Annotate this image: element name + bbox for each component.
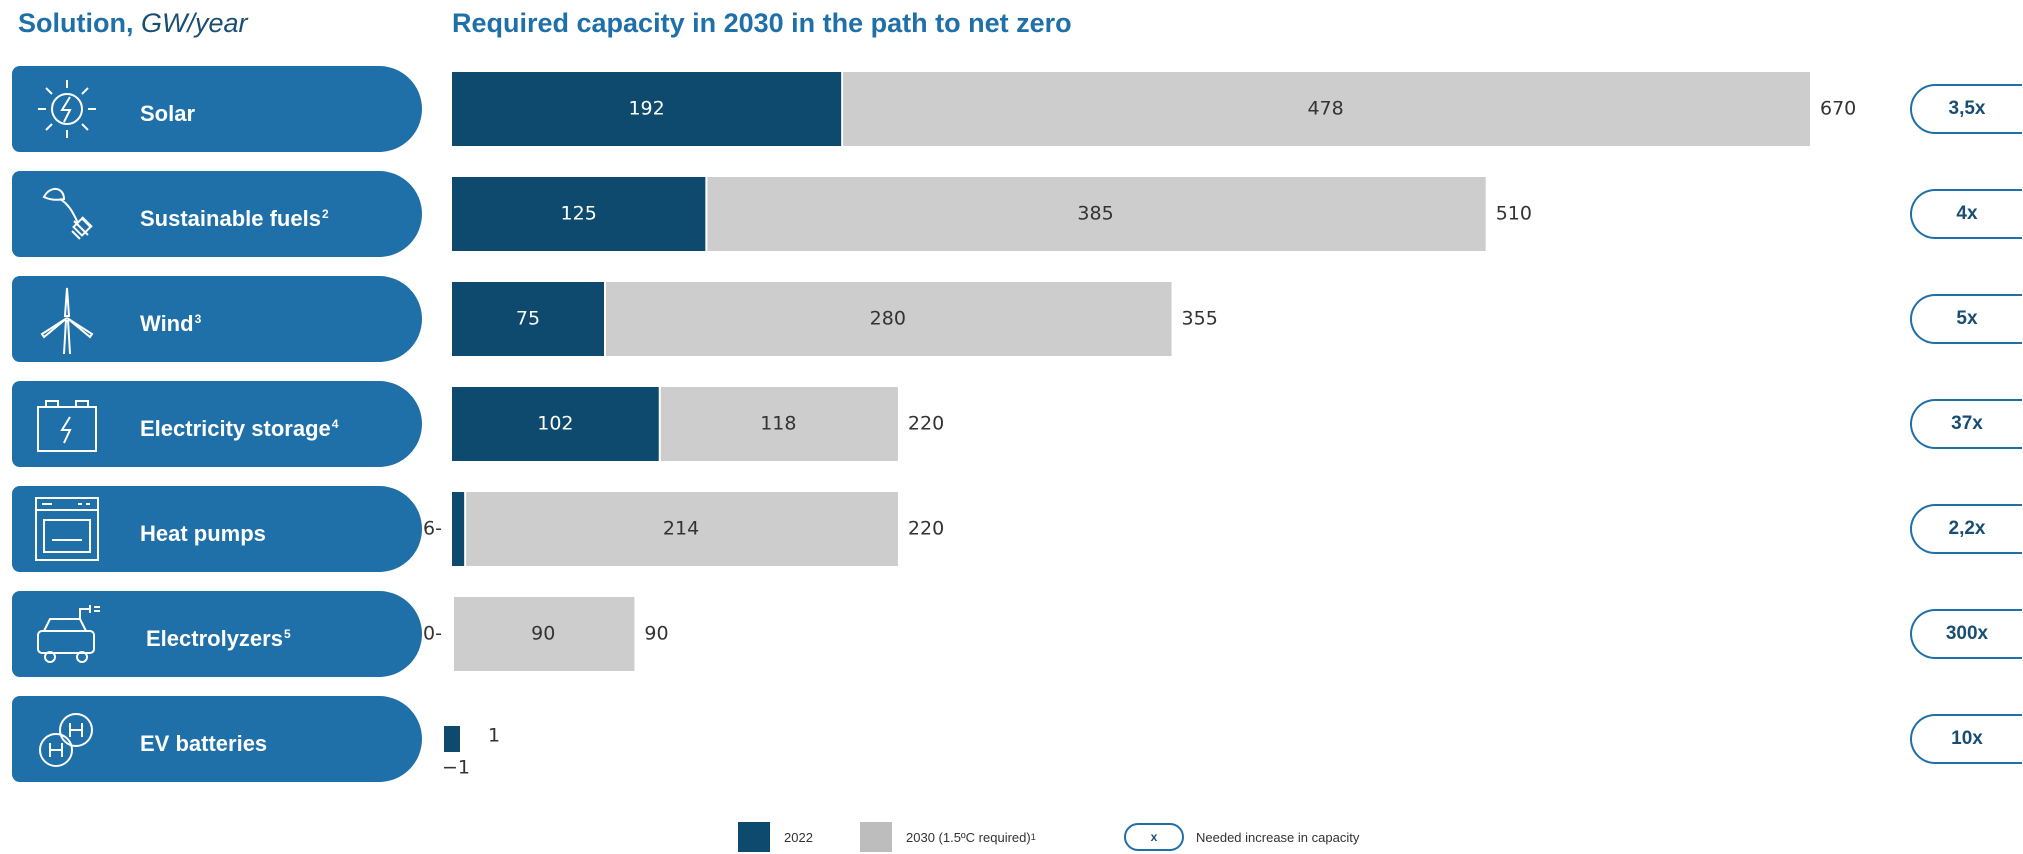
legend-footnote: 1 <box>1030 832 1036 842</box>
pill-electrolyzers: Electrolyzers5 <box>12 591 422 677</box>
pill-sustainable-fuels: Sustainable fuels2 <box>12 171 422 257</box>
data-label-2030: 118 <box>760 413 796 435</box>
total-label: 510 <box>1496 203 1532 225</box>
pill-heat-pumps: Heat pumps <box>12 486 422 572</box>
total-label: 355 <box>1182 308 1218 330</box>
bar-2022 <box>444 726 460 752</box>
multiplier-badge: 10x <box>1910 714 2022 764</box>
pill-ev-batteries: EV batteries <box>12 696 422 782</box>
total-label: 670 <box>1820 98 1856 120</box>
total-label: 220 <box>908 413 944 435</box>
chart-title: Required capacity in 2030 in the path to… <box>452 8 1072 38</box>
pill-footnote: 4 <box>331 417 339 431</box>
pill-label: Wind <box>140 311 194 336</box>
solution-header: Solution, GW/year <box>18 8 248 39</box>
bar-2022 <box>452 387 659 461</box>
data-label-2022: 102 <box>537 413 573 435</box>
data-label-2022: 192 <box>628 98 664 120</box>
bar-2030 <box>466 492 898 566</box>
pill-label: Sustainable fuels <box>140 206 321 231</box>
bar-2030 <box>707 177 1486 251</box>
battery-icon <box>37 400 97 452</box>
heat-pump-icon <box>35 497 99 561</box>
data-label-2022: 125 <box>561 203 597 225</box>
wind-turbine-icon <box>40 287 94 355</box>
pill-label: Heat pumps <box>140 521 266 546</box>
legend-item-2030: 2030 (1.5ºC required) 1 <box>860 822 1036 852</box>
multiplier-badge: 5x <box>1910 294 2022 344</box>
plant-plug-icon <box>42 188 93 240</box>
bar-2030 <box>843 72 1810 146</box>
data-label-2030: 280 <box>870 308 906 330</box>
legend-item-increase: x Needed increase in capacity <box>1124 822 1359 852</box>
multiplier-badge: 2,2x <box>1910 504 2022 554</box>
pill-label: Electrolyzers <box>146 626 283 651</box>
legend-item-2022: 2022 <box>738 822 813 852</box>
multiplier-badge: 37x <box>1910 399 2022 449</box>
bar-2022 <box>452 72 842 146</box>
total-label: 1 <box>488 725 500 747</box>
data-label-2030: 214 <box>663 518 699 540</box>
solution-unit: GW/year <box>141 8 248 38</box>
legend-swatch-2022 <box>738 822 770 852</box>
bar-2030 <box>606 282 1172 356</box>
pill-footnote: 3 <box>194 312 202 326</box>
data-label-2022: 0- <box>423 623 442 645</box>
legend-label: 2030 (1.5ºC required) <box>906 829 1031 845</box>
pill-wind: Wind3 <box>12 276 422 362</box>
legend-label: 2022 <box>784 829 813 845</box>
legend-oval: x <box>1124 823 1184 851</box>
data-label-2030: −1 <box>442 757 470 779</box>
legend-swatch-2030 <box>860 822 892 852</box>
pill-footnote: 2 <box>321 207 329 221</box>
data-label-2022: 6- <box>423 518 442 540</box>
multiplier-badge: 300x <box>1910 609 2022 659</box>
data-label-2022: 75 <box>516 308 540 330</box>
data-label-2030: 478 <box>1307 98 1343 120</box>
pill-label: Electricity storage <box>140 416 331 441</box>
solution-title: Solution, <box>18 8 134 38</box>
data-label-2030: 385 <box>1077 203 1113 225</box>
data-label-2030: 90 <box>531 623 555 645</box>
electrolyzer-icon <box>37 605 100 663</box>
pill-solar: Solar <box>12 66 422 152</box>
total-label: 90 <box>644 623 668 645</box>
pill-electricity-storage: Electricity storage4 <box>12 381 422 467</box>
multiplier-badge: 3,5x <box>1910 84 2022 134</box>
bar-2022 <box>452 492 465 566</box>
pill-label: EV batteries <box>140 731 268 756</box>
legend-label: Needed increase in capacity <box>1196 829 1360 845</box>
bar-2030 <box>454 597 635 671</box>
bar-2022 <box>452 282 605 356</box>
total-label: 220 <box>908 518 944 540</box>
multiplier-badge: 4x <box>1910 189 2022 239</box>
hydrogen-icon <box>39 713 93 767</box>
bar-2030 <box>660 387 898 461</box>
pill-label: Solar <box>140 101 196 126</box>
pill-footnote: 5 <box>283 627 291 641</box>
bar-2022 <box>452 177 706 251</box>
sun-bolt-icon <box>38 80 96 138</box>
